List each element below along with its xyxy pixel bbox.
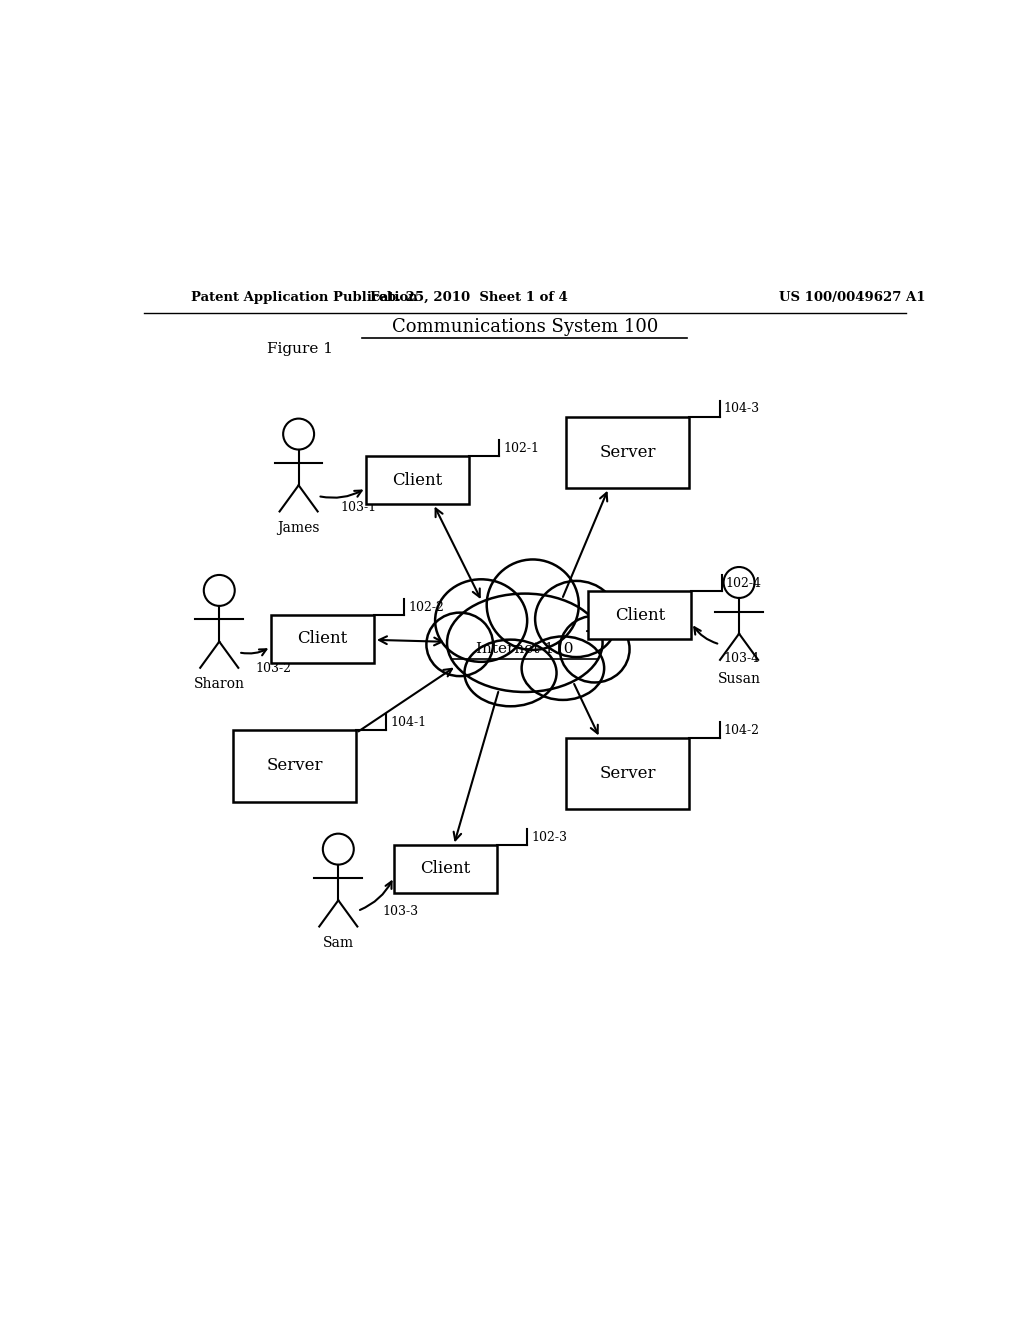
FancyBboxPatch shape	[566, 417, 689, 488]
Ellipse shape	[426, 612, 494, 676]
Ellipse shape	[447, 594, 602, 692]
Text: Server: Server	[266, 758, 323, 775]
Text: US 100/0049627 A1: US 100/0049627 A1	[778, 292, 926, 304]
FancyBboxPatch shape	[270, 615, 374, 663]
Ellipse shape	[536, 581, 617, 657]
Ellipse shape	[465, 640, 557, 706]
Text: Client: Client	[614, 606, 665, 623]
Text: Figure 1: Figure 1	[267, 342, 333, 356]
Ellipse shape	[435, 579, 527, 661]
Text: 102-2: 102-2	[409, 601, 444, 614]
Text: 104-2: 104-2	[724, 723, 760, 737]
Text: 104-1: 104-1	[390, 715, 426, 729]
Text: James: James	[278, 521, 319, 535]
Text: 103-4: 103-4	[723, 652, 760, 665]
Text: Susan: Susan	[718, 672, 761, 686]
Text: Sharon: Sharon	[194, 677, 245, 692]
Ellipse shape	[560, 616, 630, 682]
Text: 102-4: 102-4	[726, 577, 762, 590]
Text: 104-3: 104-3	[724, 403, 760, 416]
Ellipse shape	[521, 636, 604, 700]
FancyBboxPatch shape	[566, 738, 689, 809]
Text: Server: Server	[600, 444, 656, 461]
Text: Communications System 100: Communications System 100	[391, 318, 658, 337]
Text: Internet 110: Internet 110	[476, 642, 573, 656]
Text: Server: Server	[600, 766, 656, 783]
Text: 103-3: 103-3	[382, 904, 418, 917]
Text: 102-3: 102-3	[531, 830, 567, 843]
FancyBboxPatch shape	[588, 591, 691, 639]
Text: Client: Client	[420, 861, 471, 878]
Text: 103-1: 103-1	[341, 502, 377, 515]
Text: 103-2: 103-2	[255, 661, 291, 675]
FancyBboxPatch shape	[394, 845, 497, 892]
Text: Client: Client	[297, 631, 347, 647]
FancyBboxPatch shape	[367, 457, 469, 504]
Text: 102-1: 102-1	[504, 442, 540, 455]
Ellipse shape	[486, 560, 579, 649]
Text: Client: Client	[392, 471, 442, 488]
Text: Patent Application Publication: Patent Application Publication	[191, 292, 418, 304]
FancyBboxPatch shape	[233, 730, 356, 801]
Text: Sam: Sam	[323, 936, 354, 950]
Text: Feb. 25, 2010  Sheet 1 of 4: Feb. 25, 2010 Sheet 1 of 4	[371, 292, 568, 304]
